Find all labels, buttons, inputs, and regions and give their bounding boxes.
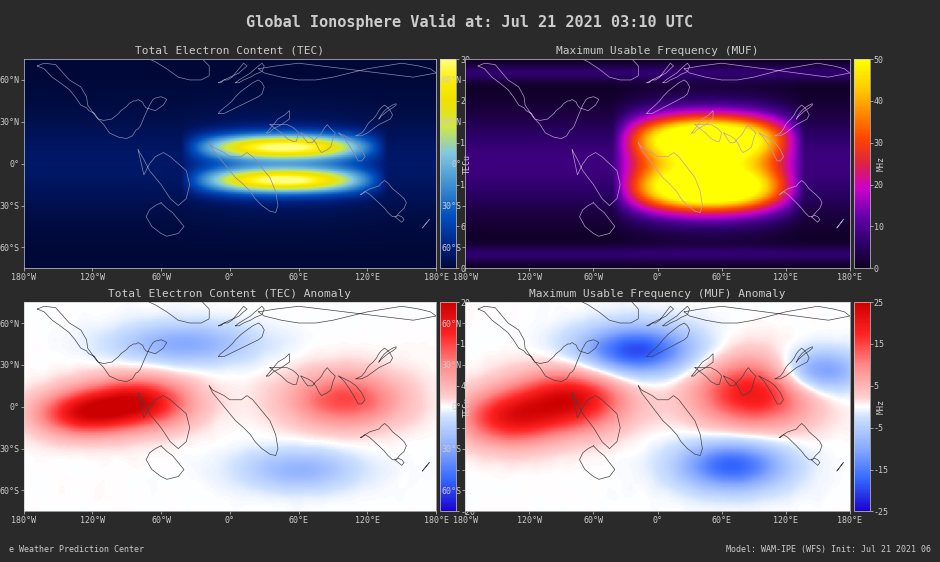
Text: Total Electron Content (TEC): Total Electron Content (TEC) xyxy=(135,46,324,56)
Text: TECu: TECu xyxy=(462,397,472,417)
Text: TECu: TECu xyxy=(462,153,472,174)
Text: Maximum Usable Frequency (MUF) Anomaly: Maximum Usable Frequency (MUF) Anomaly xyxy=(529,289,786,299)
Text: Global Ionosphere Valid at: Jul 21 2021 03:10 UTC: Global Ionosphere Valid at: Jul 21 2021 … xyxy=(246,14,694,30)
Text: e Weather Prediction Center: e Weather Prediction Center xyxy=(9,545,145,554)
Text: Maximum Usable Frequency (MUF): Maximum Usable Frequency (MUF) xyxy=(556,46,759,56)
Text: MHz: MHz xyxy=(876,156,885,171)
Text: Model: WAM-IPE (WFS) Init: Jul 21 2021 06: Model: WAM-IPE (WFS) Init: Jul 21 2021 0… xyxy=(726,545,931,554)
Text: Total Electron Content (TEC) Anomaly: Total Electron Content (TEC) Anomaly xyxy=(108,289,352,299)
Text: MHz: MHz xyxy=(876,399,885,414)
